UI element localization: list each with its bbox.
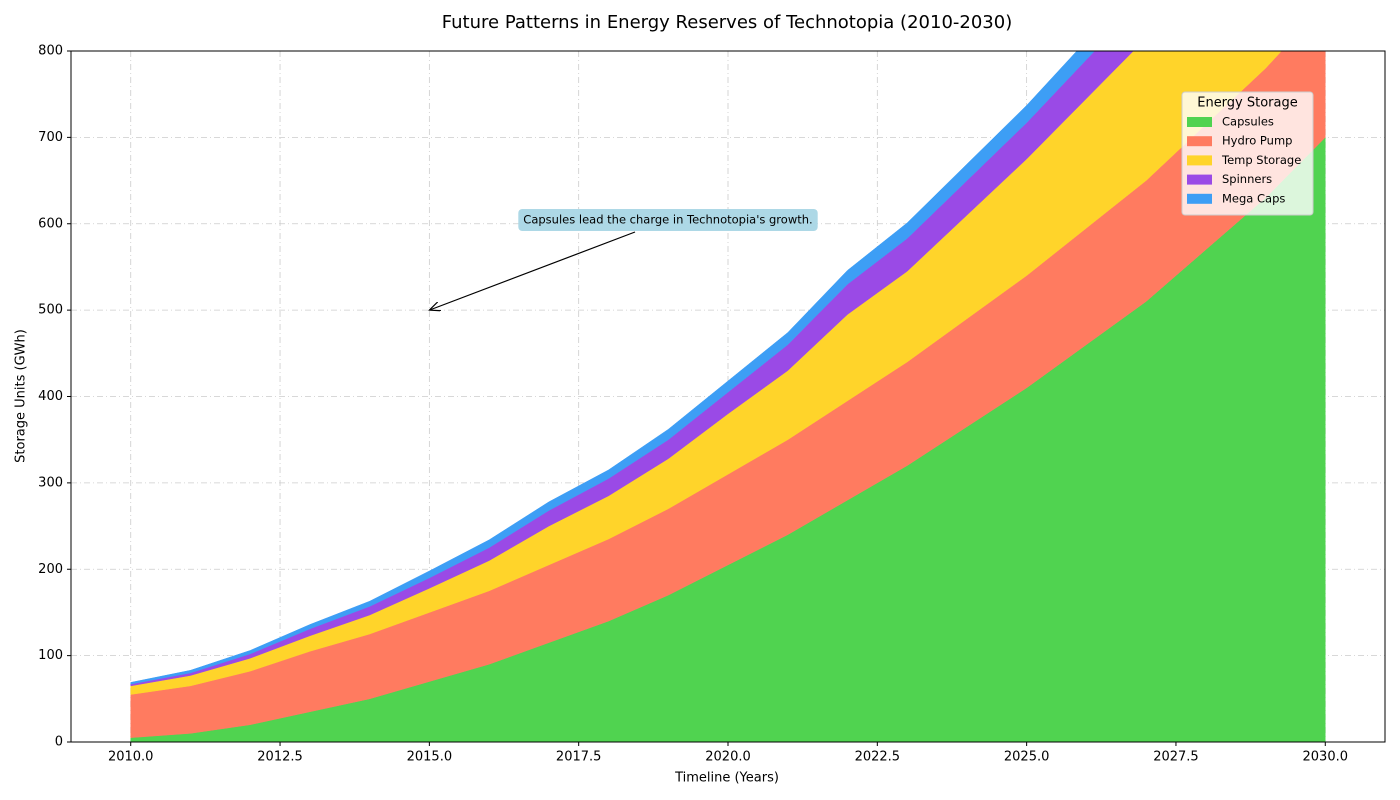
legend-label: Capsules xyxy=(1222,115,1274,129)
annotation-box xyxy=(518,209,818,231)
y-tick-label: 0 xyxy=(55,735,63,750)
legend-label: Spinners xyxy=(1222,172,1272,186)
x-tick-label: 2012.5 xyxy=(257,750,303,765)
chart-title: Future Patterns in Energy Reserves of Te… xyxy=(442,12,1012,33)
x-tick-label: 2022.5 xyxy=(855,750,901,765)
legend-box xyxy=(1181,91,1314,216)
y-tick-label: 700 xyxy=(38,130,63,145)
legend-label: Mega Caps xyxy=(1222,191,1285,205)
x-tick-label: 2015.0 xyxy=(407,750,453,765)
area xyxy=(130,51,1095,685)
annotation: Capsules lead the charge in Technotopia'… xyxy=(429,209,818,310)
legend-label: Temp Storage xyxy=(1221,153,1301,167)
legend-title: Energy Storage xyxy=(1197,96,1298,111)
x-tick-label: 2020.0 xyxy=(705,750,751,765)
x-tick-label: 2030.0 xyxy=(1303,750,1349,765)
y-axis-label: Storage Units (GWh) xyxy=(14,329,29,463)
x-tick-label: 2025.0 xyxy=(1004,750,1050,765)
annotation-text: Capsules lead the charge in Technotopia'… xyxy=(523,213,812,227)
y-tick-label: 100 xyxy=(38,648,63,663)
annotation-arrow xyxy=(429,231,636,310)
axes: 0 100 200 300 400 500 600 700 800 2010.0 2012.5 201… xyxy=(38,44,1348,765)
legend-swatch xyxy=(1187,193,1212,204)
legend: Energy Storage Capsules Hydro Pump Temp Sto… xyxy=(1181,91,1314,216)
y-tick-label: 200 xyxy=(38,562,63,577)
y-tick-label: 500 xyxy=(38,303,63,318)
x-axis-label: Timeline (Years) xyxy=(674,771,779,786)
y-tick-label: 300 xyxy=(38,475,63,490)
y-tick-label: 400 xyxy=(38,389,63,404)
areas xyxy=(130,51,1326,742)
x-tick-label: 2027.5 xyxy=(1153,750,1199,765)
legend-swatch xyxy=(1187,136,1212,147)
y-tick-label: 800 xyxy=(38,44,63,59)
x-tick-label: 2017.5 xyxy=(556,750,602,765)
y-tick-label: 600 xyxy=(38,216,63,231)
legend-label: Hydro Pump xyxy=(1222,134,1292,148)
legend-swatch xyxy=(1187,117,1212,127)
x-tick-label: 2010.0 xyxy=(108,750,154,765)
legend-swatch xyxy=(1187,174,1212,185)
legend-swatch xyxy=(1187,155,1212,166)
